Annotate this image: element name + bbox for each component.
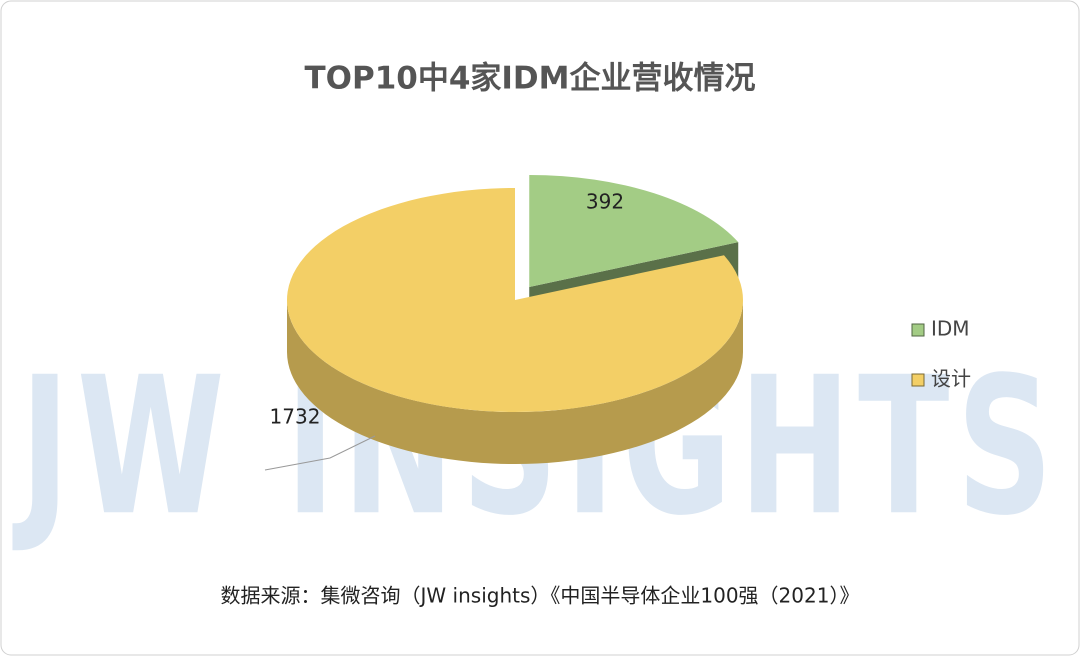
legend-label: 设计 (931, 367, 971, 391)
legend-label: IDM (931, 317, 970, 341)
data-label: 1732 (270, 405, 321, 429)
leader-line (264, 435, 376, 471)
slice-side (287, 300, 743, 464)
legend-marker (911, 373, 925, 387)
slice (287, 188, 744, 412)
data-label: 392 (586, 190, 624, 214)
source-note: 数据来源：集微咨询（JW insights）《中国半导体企业100强（2021）… (221, 584, 860, 608)
legend-marker (911, 323, 925, 337)
chart-title: TOP10中4家IDM企业营收情况 (304, 61, 755, 97)
slice (529, 174, 739, 287)
